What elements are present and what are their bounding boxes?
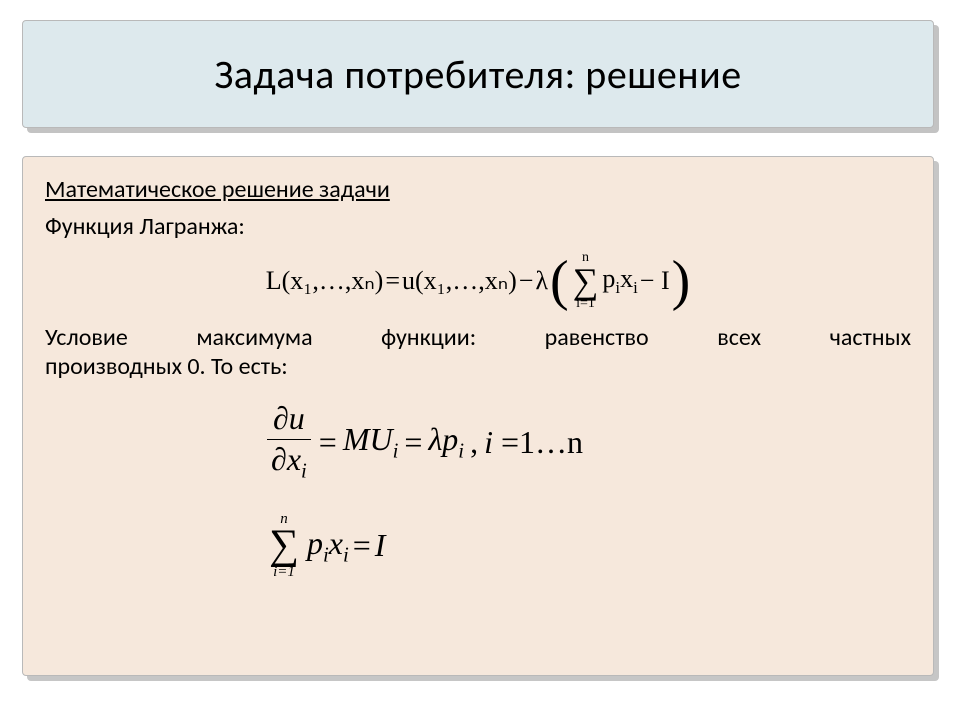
equation-constraint: n ∑ i=1 pixi = I (45, 509, 911, 580)
lagrange-tail: − I (640, 266, 670, 296)
comma: , (470, 424, 478, 461)
equation-partial: ∂u ∂xi = MUi = λpi , i =1…n (45, 401, 911, 482)
frac-denominator: ∂xi (265, 440, 313, 483)
eq-sign: = (353, 527, 371, 564)
lagrange-expression: L(x₁,…,xₙ) = u(x₁,…,xₙ) − λ ( n ∑ i=1 pi… (256, 247, 701, 315)
slide: Задача потребителя: решение Математическ… (0, 0, 960, 720)
eq-sign: = (385, 266, 400, 296)
mu-term: MUi (343, 421, 399, 463)
index-range: i =1…n (484, 424, 583, 461)
lambda-p-term: λpi (428, 421, 464, 463)
slide-title: Задача потребителя: решение (214, 50, 741, 99)
lagrange-lhs: L(x₁,…,xₙ) (266, 266, 384, 296)
lambda-symbol: λ (535, 266, 548, 296)
condition-text-2: производных 0. То есть: (45, 352, 911, 381)
rhs-I: I (375, 527, 386, 564)
eq-sign: = (404, 424, 422, 461)
left-paren-icon: ( (550, 259, 569, 304)
body-box: Математическое решение задачи Функция Ла… (22, 156, 934, 676)
condition-text-1: Условие максимума функции: равенство все… (45, 323, 911, 352)
sigma-icon: ∑ (573, 265, 599, 297)
px-term: pixi (307, 525, 349, 567)
frac-numerator: ∂u (267, 401, 311, 439)
header-container: Задача потребителя: решение (22, 20, 934, 128)
lagrange-u: u(x₁,…,xₙ) (402, 266, 517, 296)
sigma-icon: ∑ (269, 527, 299, 565)
body-container: Математическое решение задачи Функция Ла… (22, 156, 934, 676)
sum-lower: i=1 (273, 565, 295, 580)
equation-lagrange: L(x₁,…,xₙ) = u(x₁,…,xₙ) − λ ( n ∑ i=1 pi… (45, 247, 911, 315)
sum-body: pixi (602, 264, 637, 298)
sum-lower: i=1 (576, 297, 595, 311)
eq-sign: = (319, 424, 337, 461)
lagrange-label: Функция Лагранжа: (45, 212, 911, 241)
fraction: ∂u ∂xi (265, 401, 313, 482)
header-box: Задача потребителя: решение (22, 20, 934, 128)
minus-sign: − (519, 266, 534, 296)
sum-block: n ∑ i=1 (269, 512, 299, 580)
subheading: Математическое решение задачи (45, 175, 911, 204)
sum-block: n ∑ i=1 (573, 251, 599, 311)
partial-expression: ∂u ∂xi = MUi = λpi , i =1…n (265, 401, 583, 482)
right-paren-icon: ) (672, 259, 691, 304)
constraint-expression: n ∑ i=1 pixi = I (265, 512, 385, 580)
